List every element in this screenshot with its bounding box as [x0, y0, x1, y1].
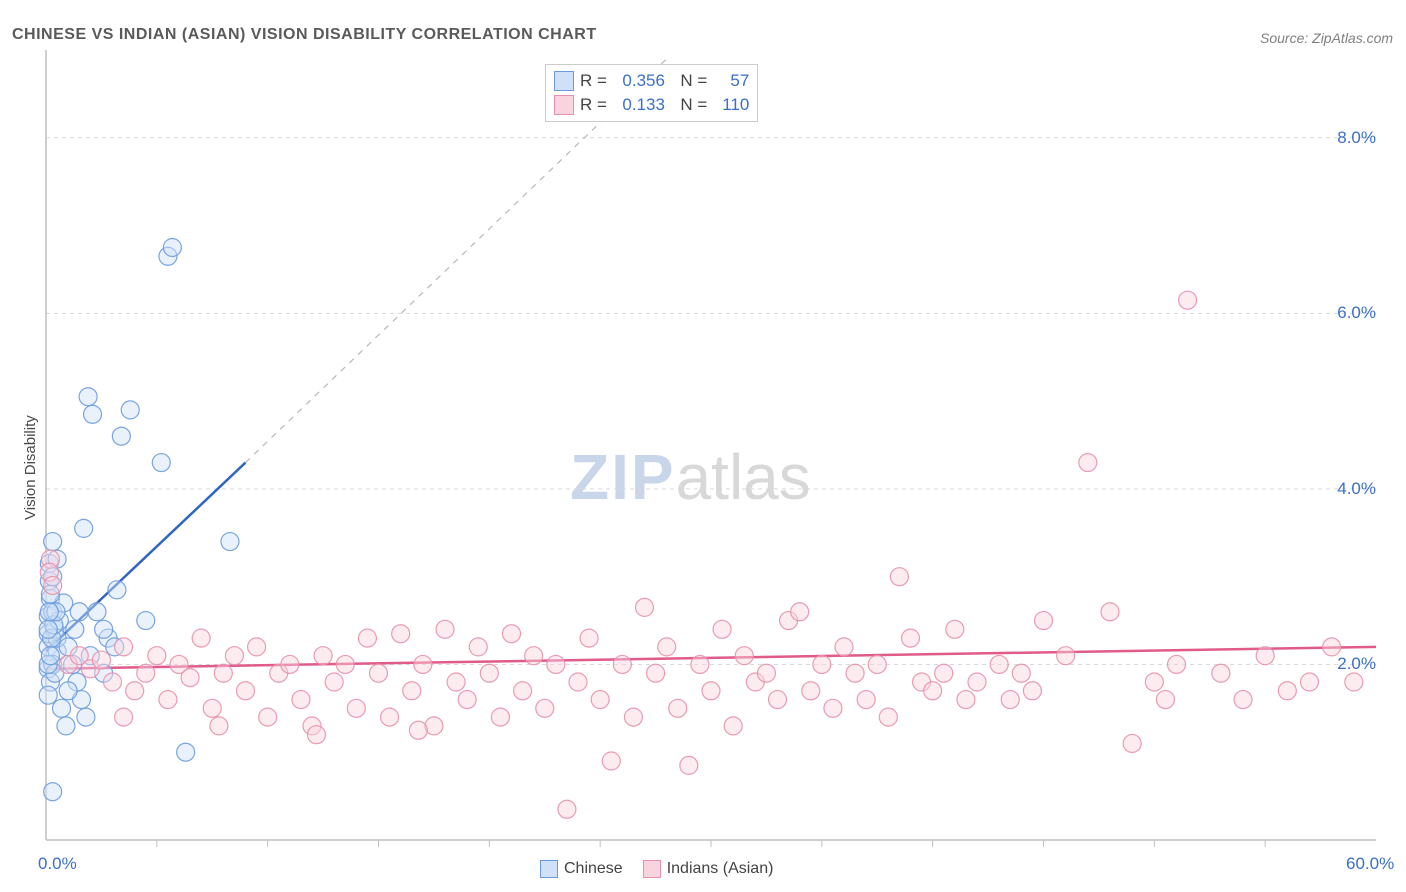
legend-item: Chinese: [540, 860, 623, 878]
legend-item: Indians (Asian): [643, 860, 774, 878]
legend-swatch: [643, 860, 661, 878]
correlation-legend: R =0.356 N =57R =0.133 N =110: [545, 64, 758, 122]
x-tick-label: 60.0%: [1346, 854, 1394, 874]
y-tick-label: 8.0%: [1337, 128, 1376, 148]
legend-row: R =0.133 N =110: [554, 93, 749, 117]
y-tick-label: 6.0%: [1337, 303, 1376, 323]
legend-swatch: [540, 860, 558, 878]
y-tick-label: 4.0%: [1337, 479, 1376, 499]
series-legend: Chinese Indians (Asian): [540, 860, 773, 878]
scatter-plot: [0, 0, 1406, 892]
x-tick-label: 0.0%: [38, 854, 77, 874]
legend-swatch: [554, 71, 574, 91]
legend-row: R =0.356 N =57: [554, 69, 749, 93]
y-tick-label: 2.0%: [1337, 654, 1376, 674]
legend-swatch: [554, 95, 574, 115]
